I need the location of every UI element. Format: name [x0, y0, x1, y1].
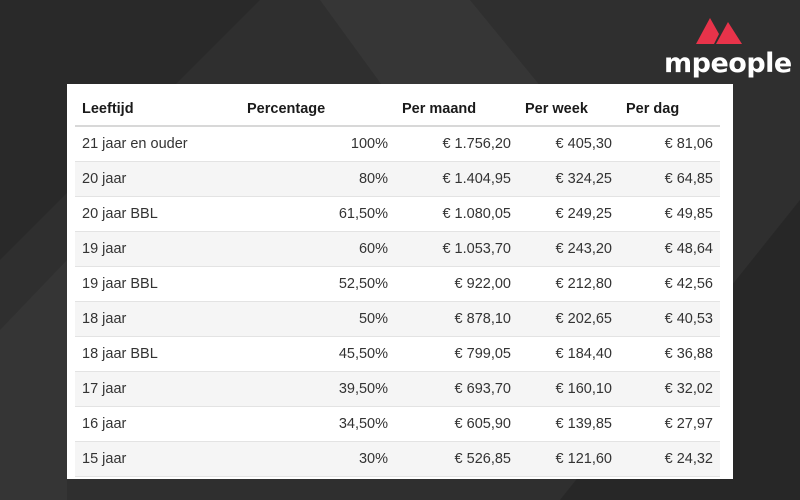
- table-row: 16 jaar 34,50% € 605,90 € 139,85 € 27,97: [75, 406, 720, 442]
- age-cell: 18 jaar BBL: [75, 336, 240, 372]
- table-body: 21 jaar en ouder 100% € 1.756,20 € 405,30 € …: [75, 126, 720, 477]
- table-row: 21 jaar en ouder 100% € 1.756,20 € 405,30 € …: [75, 126, 720, 162]
- percentage-cell: 50%: [240, 301, 395, 337]
- header-per-week: Per week: [518, 92, 619, 127]
- per-week-cell: € 249,25: [518, 196, 619, 232]
- table-row: 15 jaar 30% € 526,85 € 121,60 € 24,32: [75, 441, 720, 477]
- per-week-cell: € 202,65: [518, 301, 619, 337]
- percentage-cell: 34,50%: [240, 406, 395, 442]
- per-month-cell: € 799,05: [395, 336, 518, 372]
- logo-text: mpeople: [664, 48, 792, 79]
- per-month-cell: € 693,70: [395, 371, 518, 407]
- table-row: 20 jaar BBL 61,50% € 1.080,05 € 249,25 € 49,…: [75, 196, 720, 232]
- per-day-cell: € 64,85: [619, 161, 720, 197]
- per-month-cell: € 1.053,70: [395, 231, 518, 267]
- per-month-cell: € 1.404,95: [395, 161, 518, 197]
- table-header-row: Leeftijd Percentage Per maand Per week P…: [75, 92, 720, 127]
- per-month-cell: € 526,85: [395, 441, 518, 477]
- age-cell: 20 jaar: [75, 161, 240, 197]
- table-row: 19 jaar 60% € 1.053,70 € 243,20 € 48,64: [75, 231, 720, 267]
- percentage-cell: 60%: [240, 231, 395, 267]
- percentage-cell: 45,50%: [240, 336, 395, 372]
- age-cell: 17 jaar: [75, 371, 240, 407]
- per-day-cell: € 40,53: [619, 301, 720, 337]
- table-row: 18 jaar 50% € 878,10 € 202,65 € 40,53: [75, 301, 720, 337]
- age-cell: 20 jaar BBL: [75, 196, 240, 232]
- header-leeftijd: Leeftijd: [75, 92, 240, 127]
- wage-table: Leeftijd Percentage Per maand Per week P…: [75, 92, 720, 477]
- table-row: 20 jaar 80% € 1.404,95 € 324,25 € 64,85: [75, 161, 720, 197]
- age-cell: 16 jaar: [75, 406, 240, 442]
- percentage-cell: 52,50%: [240, 266, 395, 302]
- per-week-cell: € 212,80: [518, 266, 619, 302]
- per-day-cell: € 49,85: [619, 196, 720, 232]
- per-week-cell: € 324,25: [518, 161, 619, 197]
- per-day-cell: € 24,32: [619, 441, 720, 477]
- per-week-cell: € 139,85: [518, 406, 619, 442]
- per-month-cell: € 1.756,20: [395, 126, 518, 162]
- per-day-cell: € 42,56: [619, 266, 720, 302]
- percentage-cell: 61,50%: [240, 196, 395, 232]
- age-cell: 19 jaar: [75, 231, 240, 267]
- table-row: 19 jaar BBL 52,50% € 922,00 € 212,80 € 42,56: [75, 266, 720, 302]
- per-week-cell: € 405,30: [518, 126, 619, 162]
- header-per-dag: Per dag: [619, 92, 720, 127]
- age-cell: 18 jaar: [75, 301, 240, 337]
- per-day-cell: € 48,64: [619, 231, 720, 267]
- percentage-cell: 100%: [240, 126, 395, 162]
- header-per-maand: Per maand: [395, 92, 518, 127]
- per-month-cell: € 878,10: [395, 301, 518, 337]
- per-week-cell: € 121,60: [518, 441, 619, 477]
- per-week-cell: € 184,40: [518, 336, 619, 372]
- age-cell: 15 jaar: [75, 441, 240, 477]
- per-day-cell: € 27,97: [619, 406, 720, 442]
- per-month-cell: € 605,90: [395, 406, 518, 442]
- mpeople-logo: mpeople: [660, 14, 792, 82]
- per-day-cell: € 81,06: [619, 126, 720, 162]
- table-row: 18 jaar BBL 45,50% € 799,05 € 184,40 € 36,88: [75, 336, 720, 372]
- age-cell: 19 jaar BBL: [75, 266, 240, 302]
- per-week-cell: € 243,20: [518, 231, 619, 267]
- percentage-cell: 30%: [240, 441, 395, 477]
- per-month-cell: € 922,00: [395, 266, 518, 302]
- age-cell: 21 jaar en ouder: [75, 126, 240, 162]
- per-month-cell: € 1.080,05: [395, 196, 518, 232]
- percentage-cell: 80%: [240, 161, 395, 197]
- per-day-cell: € 32,02: [619, 371, 720, 407]
- logo-mark-icon: [696, 18, 742, 44]
- percentage-cell: 39,50%: [240, 371, 395, 407]
- per-week-cell: € 160,10: [518, 371, 619, 407]
- wage-table-card: Leeftijd Percentage Per maand Per week P…: [67, 84, 733, 479]
- table-row: 17 jaar 39,50% € 693,70 € 160,10 € 32,02: [75, 371, 720, 407]
- header-percentage: Percentage: [240, 92, 395, 127]
- per-day-cell: € 36,88: [619, 336, 720, 372]
